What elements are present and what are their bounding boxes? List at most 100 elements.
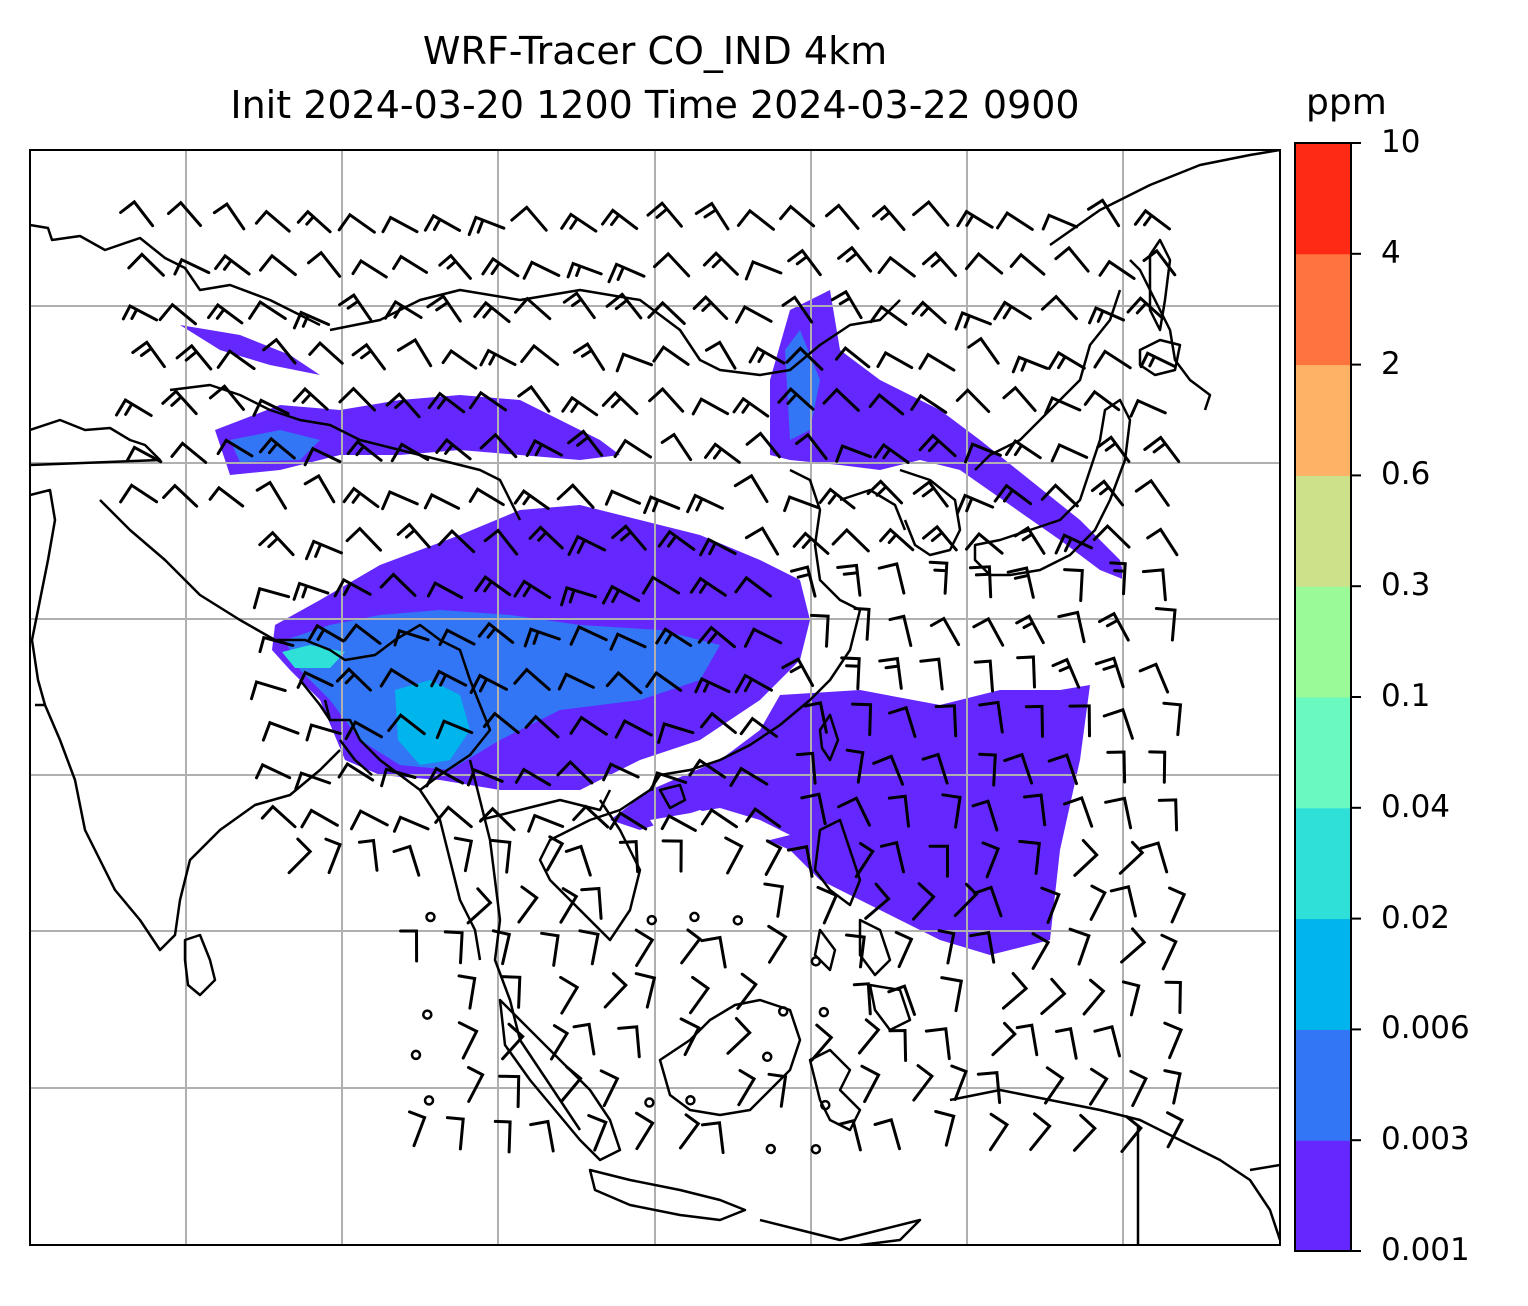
wind-calm-marker [410,1049,422,1061]
wind-barb [514,296,552,321]
wind-barb [392,844,421,877]
wind-barb [872,204,906,231]
coast-sakhalin [1148,238,1172,332]
wind-barb [528,525,564,550]
wind-barb [426,581,464,599]
wind-barb [175,343,213,371]
wind-barb [911,300,947,325]
wind-barb [973,659,994,693]
plume-northwest [180,325,320,375]
wind-barb [852,982,872,1016]
coast-sulawesi [808,1048,862,1132]
wind-barb [167,200,202,227]
wind-barb [1106,750,1127,784]
wind-calm-marker [732,915,744,926]
wind-barb [379,667,419,688]
coast-srilanka [183,933,217,997]
wind-barb [1162,701,1183,737]
coast-korea [899,468,962,557]
wind-barb [119,483,159,504]
coast-lesser-sunda [759,1218,922,1245]
wind-barb [1068,704,1091,738]
wind-barb [562,291,596,320]
wind-barb [704,442,741,464]
wind-barb [691,397,730,416]
wind-barb [262,337,297,365]
plume-gap [650,808,790,840]
wind-barb [258,530,295,557]
wind-barb [603,972,628,1009]
wind-barb [996,211,1034,231]
wind-barb [800,792,827,826]
wind-barb [517,384,551,413]
wind-barb [652,345,690,366]
wind-barb [918,352,956,372]
colorbar [1294,142,1361,1252]
wind-barb [1120,1115,1143,1153]
wind-barb [614,718,653,739]
border-nepal [299,679,373,776]
wind-barb [261,720,300,742]
wind-barb [830,289,863,320]
wind-barb [993,300,1032,321]
wind-barb [517,885,539,924]
wind-barb [131,340,166,369]
wind-calm-marker [765,1143,777,1155]
wind-barb [978,752,997,787]
wind-barb [308,340,344,365]
wind-calm-marker [689,911,700,923]
wind-barb [988,1112,1010,1152]
coastlines-borders [30,150,1280,1245]
wind-barb [482,711,520,734]
wind-barb [700,711,737,734]
wind-barb [296,670,334,689]
coast-india [30,488,341,952]
wind-calm-marker [685,1095,696,1106]
wind-barb [912,199,950,227]
wind-barb [173,257,211,276]
wind-barb [481,256,520,278]
wind-barb [1092,523,1131,549]
wind-barb [287,837,313,875]
wind-barb [745,431,781,459]
wind-barb [399,929,419,963]
wind-barb [795,432,828,461]
border-mongolia [329,288,901,377]
wind-barb [699,537,737,557]
wind-barb [1040,483,1079,508]
wind-barb [324,837,342,875]
wind-barb [971,799,999,832]
wind-barb [1041,213,1079,231]
wind-barb [918,433,957,458]
wind-barb [764,839,783,876]
wind-barb [1024,704,1044,738]
wind-barbs [115,198,1187,1155]
colorbar-segment [1295,918,1351,1030]
wind-calm-marker [761,1051,773,1063]
wind-barb [1129,1069,1148,1108]
border-myanmar [418,789,482,961]
wind-barb [605,292,643,320]
wind-barb [569,625,608,646]
wind-barb [379,572,417,597]
wind-barb [490,838,512,874]
wind-barb [969,930,996,964]
wind-barb [607,262,646,284]
wind-barb [510,205,548,232]
wind-barb [384,299,423,320]
wind-barb [617,1025,641,1059]
wind-barb [1009,252,1046,276]
wind-barb [1164,980,1182,1014]
wind-calm-marker [646,914,658,926]
wind-barb [529,1119,555,1153]
wind-barb [645,670,683,692]
wind-barb [647,300,686,325]
wind-barb [650,771,688,791]
wind-barb [214,253,251,276]
wind-barb [513,489,550,510]
wind-barb [609,632,647,651]
wind-barb [559,1065,583,1103]
colorbar-segment [1295,253,1351,366]
wind-barb [655,627,693,647]
coast-japan [973,398,1132,577]
